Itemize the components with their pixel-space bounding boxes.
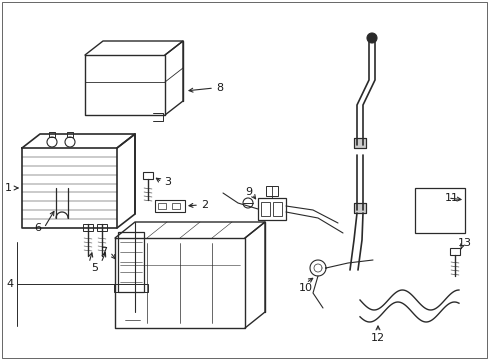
Bar [158, 203, 165, 209]
Bar [172, 203, 180, 209]
Bar [414, 188, 464, 233]
Text: 8: 8 [216, 83, 223, 93]
Text: 13: 13 [457, 238, 471, 248]
Text: 12: 12 [370, 333, 384, 343]
Bar [353, 203, 365, 213]
Text: 11: 11 [444, 193, 458, 203]
Bar [97, 224, 107, 231]
Bar [261, 202, 269, 216]
Text: 2: 2 [201, 200, 208, 210]
Bar [449, 248, 459, 255]
Bar [353, 203, 365, 213]
Circle shape [366, 33, 376, 43]
Bar [114, 284, 148, 292]
Text: 6: 6 [35, 223, 41, 233]
Bar [258, 198, 285, 220]
Bar [142, 172, 153, 179]
Bar [353, 138, 365, 148]
Bar [265, 186, 278, 196]
Text: 3: 3 [164, 177, 171, 187]
Bar [353, 138, 365, 148]
Text: 4: 4 [6, 279, 14, 289]
Text: 10: 10 [298, 283, 312, 293]
Text: 1: 1 [4, 183, 12, 193]
Bar [155, 200, 184, 212]
Text: 7: 7 [100, 247, 107, 257]
Bar [272, 202, 282, 216]
Bar [118, 232, 143, 292]
Text: 9: 9 [245, 187, 252, 197]
Bar [83, 224, 93, 231]
Text: 5: 5 [91, 263, 98, 273]
